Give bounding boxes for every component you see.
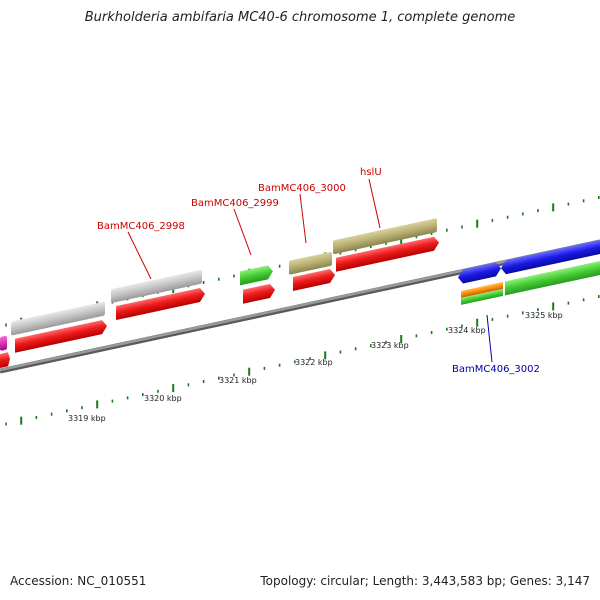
gene-olive-2[interactable] — [333, 218, 437, 255]
accession-text: Accession: NC_010551 — [10, 574, 147, 588]
ruler-label: 3319 kbp — [68, 414, 106, 423]
cds-left-edge[interactable] — [0, 352, 10, 368]
gene-label-hslU[interactable]: hslU — [360, 167, 382, 178]
ruler-label-group: 3319 kbp 3320 kbp 3321 kbp 3322 kbp 3323… — [68, 311, 563, 423]
cds-3[interactable] — [243, 283, 275, 304]
gene-label-3002[interactable]: BamMC406_3002 — [452, 364, 540, 375]
cds-features — [0, 236, 439, 368]
cds-5[interactable] — [336, 236, 439, 272]
ruler-label: 3321 kbp — [219, 376, 257, 385]
ruler-label: 3320 kbp — [144, 394, 182, 403]
gene-orange[interactable] — [461, 281, 503, 298]
gene-olive-1[interactable] — [289, 252, 332, 275]
gene-blue-1[interactable] — [458, 261, 501, 284]
lower-tick-row — [5, 295, 600, 426]
ruler-label: 3322 kbp — [295, 358, 333, 367]
gene-label-group: BamMC406_2998 BamMC406_2999 BamMC406_300… — [97, 167, 540, 375]
cds-2[interactable] — [116, 287, 205, 321]
gene-gray-2[interactable] — [111, 269, 202, 304]
gene-blue-2[interactable] — [501, 239, 600, 275]
genome-backbone — [0, 239, 600, 374]
genome-summary-text: Topology: circular; Length: 3,443,583 bp… — [260, 574, 590, 588]
cds-4[interactable] — [293, 268, 335, 292]
label-leaders — [127, 178, 493, 363]
gene-label-3000[interactable]: BamMC406_3000 — [258, 183, 346, 194]
gene-gray-1[interactable] — [11, 301, 105, 336]
gene-label-2998[interactable]: BamMC406_2998 — [97, 221, 185, 232]
gene-magenta[interactable] — [0, 335, 7, 351]
gene-green-2[interactable] — [461, 288, 503, 305]
forward-genes — [0, 218, 600, 351]
gene-green-3[interactable] — [505, 260, 600, 296]
gene-label-2999[interactable]: BamMC406_2999 — [191, 198, 279, 209]
map-title: Burkholderia ambifaria MC40-6 chromosome… — [84, 10, 516, 25]
gene-green-1[interactable] — [240, 264, 273, 286]
ruler-label: 3324 kbp — [448, 326, 486, 335]
ruler-label: 3323 kbp — [371, 341, 409, 350]
ruler-label: 3325 kbp — [525, 311, 563, 320]
cds-1[interactable] — [15, 319, 107, 353]
